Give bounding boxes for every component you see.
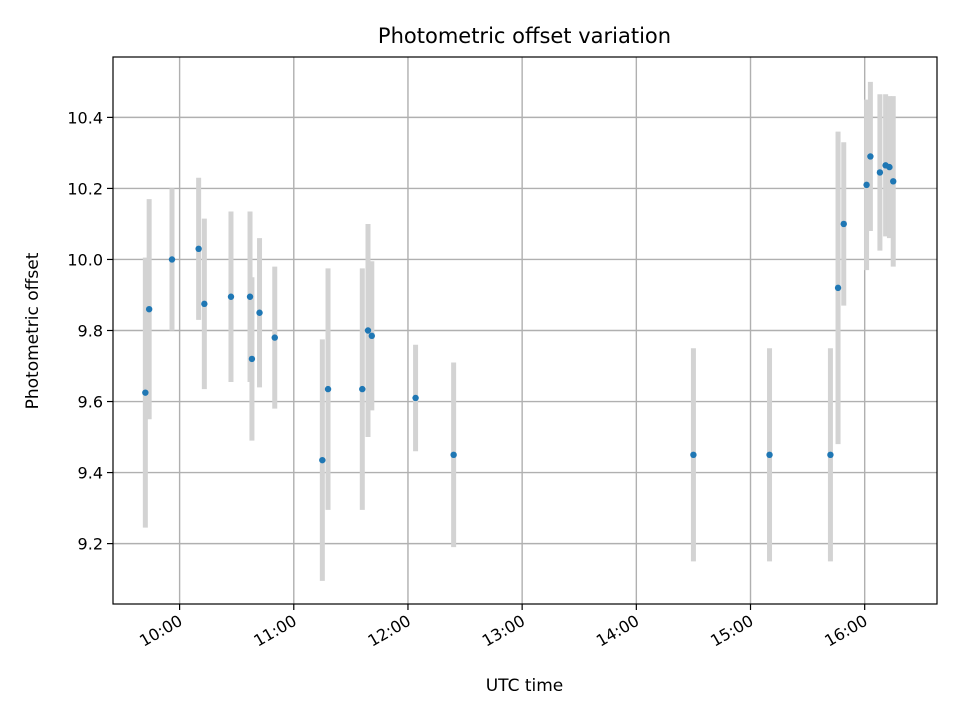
data-point bbox=[319, 456, 326, 464]
grid bbox=[113, 57, 937, 604]
x-axis-label: UTC time bbox=[486, 676, 564, 696]
data-point bbox=[450, 451, 457, 459]
y-tick-label: 9.8 bbox=[78, 322, 103, 341]
data-point bbox=[201, 300, 208, 308]
y-tick-label: 9.4 bbox=[78, 464, 103, 483]
data-point bbox=[863, 181, 870, 189]
data-point bbox=[412, 394, 419, 402]
data-point bbox=[827, 451, 834, 459]
data-point bbox=[867, 153, 874, 160]
data-point bbox=[834, 284, 842, 292]
data-point bbox=[168, 256, 176, 263]
y-tick-label: 10.0 bbox=[67, 250, 103, 269]
data-point bbox=[368, 332, 376, 340]
y-tick-label: 9.2 bbox=[78, 535, 103, 554]
data-point bbox=[142, 389, 149, 396]
data-point bbox=[271, 334, 278, 341]
y-axis-label: Photometric offset bbox=[23, 252, 43, 409]
y-tick-label: 10.2 bbox=[67, 179, 103, 198]
data-point bbox=[690, 451, 697, 459]
data-point bbox=[256, 309, 263, 316]
y-tick-label: 10.4 bbox=[67, 108, 103, 127]
y-tick-label: 9.6 bbox=[78, 393, 103, 412]
data-point bbox=[195, 245, 202, 253]
data-markers bbox=[142, 153, 897, 464]
data-point bbox=[876, 169, 884, 176]
data-point bbox=[890, 178, 897, 185]
data-point bbox=[840, 220, 847, 228]
data-point bbox=[359, 385, 366, 393]
data-point bbox=[766, 451, 773, 459]
chart-title: Photometric offset variation bbox=[378, 24, 671, 48]
data-point bbox=[145, 305, 153, 313]
y-axis-ticks: 9.2 9.4 9.6 9.8 10.0 10.2 10.4 bbox=[67, 108, 113, 554]
data-point bbox=[246, 293, 254, 300]
data-point bbox=[886, 163, 893, 171]
data-point bbox=[227, 293, 235, 300]
data-point bbox=[248, 355, 256, 363]
data-point bbox=[364, 327, 372, 334]
data-point bbox=[324, 385, 332, 393]
